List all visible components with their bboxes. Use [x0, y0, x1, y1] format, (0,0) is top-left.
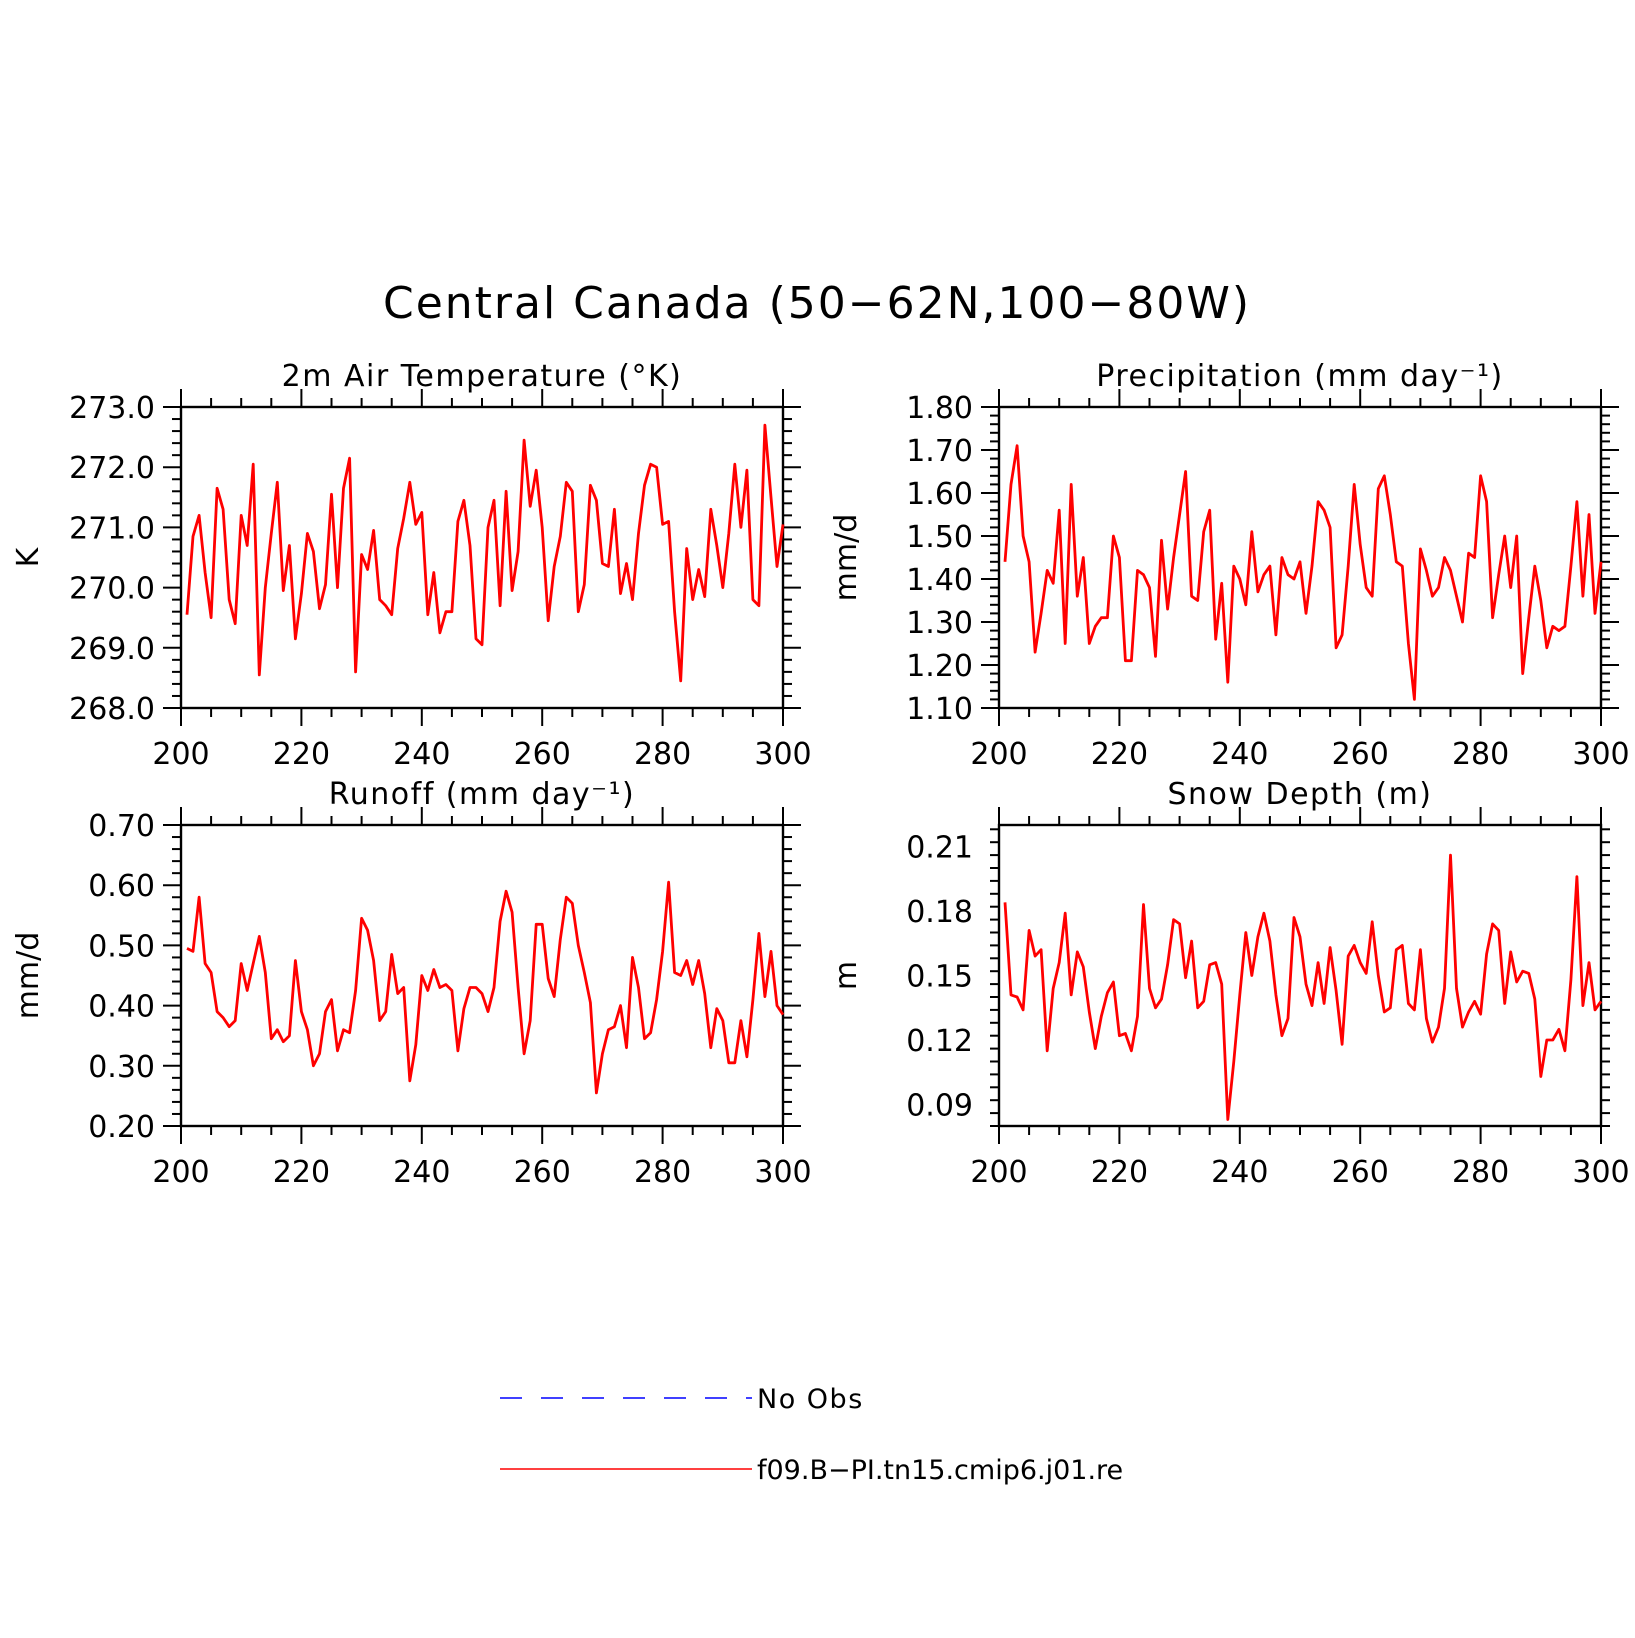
y-tick-label: 1.10 [906, 692, 973, 727]
panels: 200 220 240 260 280 300 268.0 269.0 270.0 271.0 27… [11, 359, 1630, 1190]
y-tick-label: 0.21 [906, 831, 973, 866]
y-tick-label: 0.30 [88, 1050, 155, 1085]
y-tick-label: 0.60 [88, 869, 155, 904]
x-tick-label: 300 [754, 1155, 811, 1190]
x-tick-label: 300 [1572, 737, 1629, 772]
y-tick-label: 271.0 [69, 511, 155, 546]
y-tick-label: 0.15 [906, 960, 973, 995]
x-tick-label: 300 [1572, 1155, 1629, 1190]
x-tick-label: 240 [1211, 1155, 1268, 1190]
y-tick-label: 0.50 [88, 929, 155, 964]
x-tick-label: 280 [634, 1155, 691, 1190]
panel-title: 2m Air Temperature (°K) [282, 359, 683, 394]
x-tick-label: 240 [393, 737, 450, 772]
x-tick-label: 280 [1452, 737, 1509, 772]
panel-title: Snow Depth (m) [1167, 777, 1432, 812]
x-tick-label: 280 [634, 737, 691, 772]
series-line-model [1003, 853, 1603, 1121]
x-tick-label: 220 [1091, 737, 1148, 772]
panel-precipitation: 200 220 240 260 280 300 1.10 1.20 1.30 1.40 1.50 1.… [829, 359, 1630, 772]
y-axis-label: m [829, 961, 864, 990]
panel-runoff: 200 220 240 260 280 300 0.20 0.30 0.40 0.50 0.60 0.… [11, 777, 812, 1190]
x-tick-label: 200 [152, 737, 209, 772]
plot-frame [179, 405, 785, 710]
x-tick-label: 240 [1211, 737, 1268, 772]
y-tick-label: 0.20 [88, 1110, 155, 1145]
y-tick-label: 268.0 [69, 692, 155, 727]
y-tick-label: 1.50 [906, 520, 973, 555]
y-tick-label: 0.09 [906, 1089, 973, 1124]
y-tick-label: 1.30 [906, 606, 973, 641]
legend: No Obs f09.B−PI.tn15.cmip6.j01.re [500, 1384, 1123, 1486]
panel-title: Precipitation (mm day⁻¹) [1096, 359, 1503, 394]
x-tick-label: 240 [393, 1155, 450, 1190]
plot-frame [997, 405, 1603, 710]
series-group [186, 880, 785, 1095]
y-tick-label: 1.70 [906, 434, 973, 469]
x-tick-label: 220 [273, 737, 330, 772]
y-tick-label: 272.0 [69, 451, 155, 486]
legend-label-no-obs: No Obs [757, 1384, 864, 1415]
legend-label-model: f09.B−PI.tn15.cmip6.j01.re [757, 1455, 1123, 1486]
x-tick-label: 200 [970, 737, 1027, 772]
series-line-model [185, 423, 785, 683]
y-tick-label: 0.18 [906, 895, 973, 930]
y-tick-label: 1.60 [906, 477, 973, 512]
x-tick-label: 220 [1091, 1155, 1148, 1190]
series-group [185, 423, 785, 683]
y-tick-label: 273.0 [69, 391, 155, 426]
y-axis-label: K [11, 546, 46, 567]
x-tick-label: 200 [152, 1155, 209, 1190]
x-tick-label: 260 [514, 1155, 571, 1190]
plot-frame [179, 823, 785, 1128]
y-tick-label: 270.0 [69, 572, 155, 607]
x-tick-label: 220 [273, 1155, 330, 1190]
panel-snow-depth: 200 220 240 260 280 300 0.09 0.12 0.15 0.18 0.21 Sn… [829, 777, 1630, 1190]
panel-temperature: 200 220 240 260 280 300 268.0 269.0 270.0 271.0 27… [11, 359, 812, 772]
y-tick-label: 0.70 [88, 809, 155, 844]
x-tick-label: 280 [1452, 1155, 1509, 1190]
series-line-model [186, 880, 785, 1095]
y-tick-label: 0.12 [906, 1024, 973, 1059]
plot-frame [997, 823, 1603, 1128]
series-group [1003, 444, 1603, 701]
panel-title: Runoff (mm day⁻¹) [329, 777, 635, 812]
y-tick-label: 1.80 [906, 391, 973, 426]
y-tick-label: 1.40 [906, 563, 973, 598]
y-axis-label: mm/d [11, 932, 46, 1020]
figure-title: Central Canada (50−62N,100−80W) [383, 278, 1251, 329]
x-tick-label: 300 [754, 737, 811, 772]
y-axis-label: mm/d [829, 514, 864, 602]
y-tick-label: 1.20 [906, 649, 973, 684]
y-tick-label: 269.0 [69, 632, 155, 667]
series-line-model [1003, 444, 1603, 701]
x-tick-label: 200 [970, 1155, 1027, 1190]
y-tick-label: 0.40 [88, 990, 155, 1025]
x-tick-label: 260 [514, 737, 571, 772]
x-tick-label: 260 [1332, 1155, 1389, 1190]
x-tick-label: 260 [1332, 737, 1389, 772]
series-group [1003, 853, 1603, 1121]
